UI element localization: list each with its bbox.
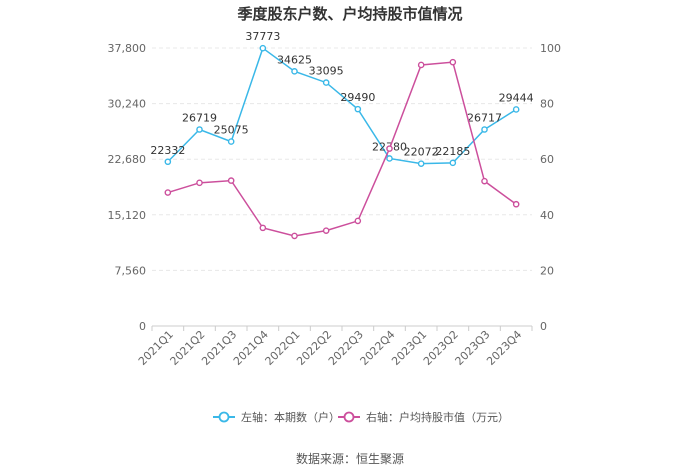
data-label: 37773 [245, 30, 280, 43]
right-tick-label: 80 [540, 98, 554, 111]
data-label: 29490 [340, 91, 375, 104]
data-point [227, 177, 235, 184]
right-tick-label: 60 [540, 153, 554, 166]
left-tick-label: 30,240 [108, 98, 147, 111]
data-point [164, 189, 172, 196]
series-line-1 [167, 46, 517, 165]
data-point [481, 177, 488, 185]
data-label: 34625 [277, 53, 312, 66]
series-line-2 [167, 61, 517, 237]
legend[interactable]: 左轴：本期数（户） 右轴：户均持股市值（万元） [213, 410, 509, 424]
data-point [322, 79, 330, 86]
right-tick-label: 100 [540, 42, 561, 55]
legend-swatch-marker[interactable] [218, 411, 230, 423]
legend-label[interactable]: 左轴：本期数（户） [241, 410, 340, 424]
left-axis: 0 7,560 15,120 22,680 30,240 37,800 [108, 42, 147, 333]
left-tick-label: 37,800 [108, 42, 147, 55]
left-tick-label: 15,120 [108, 209, 147, 222]
right-tick-label: 40 [540, 209, 554, 222]
data-point [196, 126, 203, 133]
legend-swatch-marker[interactable] [343, 411, 355, 423]
data-point [291, 68, 298, 75]
data-point [417, 61, 425, 69]
data-point [354, 105, 362, 113]
data-point [512, 200, 520, 208]
data-point [481, 126, 488, 133]
right-tick-label: 0 [540, 320, 547, 333]
source-note: 数据来源：恒生聚源 [296, 451, 404, 466]
left-tick-label: 0 [139, 320, 146, 333]
data-point [259, 224, 267, 232]
right-tick-label: 20 [540, 264, 554, 277]
x-axis: 2021Q12021Q22021Q32021Q42022Q12022Q22022… [136, 326, 533, 368]
data-label: 25075 [214, 124, 249, 137]
data-label: 33095 [309, 65, 344, 78]
data-point [417, 160, 425, 167]
data-point [196, 179, 203, 187]
data-point [164, 158, 172, 166]
left-tick-label: 22,680 [108, 153, 147, 166]
data-label: 22072 [404, 146, 439, 159]
data-label: 22185 [435, 145, 470, 158]
left-tick-label: 7,560 [115, 264, 147, 277]
data-label: 26717 [467, 112, 502, 125]
data-point [386, 145, 393, 152]
grid [152, 47, 532, 327]
data-point [449, 58, 457, 66]
data-label: 26719 [182, 111, 217, 124]
data-label: 22332 [150, 144, 185, 157]
data-point [322, 227, 330, 234]
data-point [259, 44, 267, 52]
data-point [512, 106, 520, 113]
series: 2233226719250753777334625330952949022780… [150, 30, 534, 240]
data-point [354, 217, 362, 225]
data-point [291, 232, 298, 240]
data-point [227, 138, 235, 145]
data-point [449, 159, 457, 167]
data-label: 29444 [499, 91, 534, 104]
x-tick-label: 2023Q4 [484, 328, 524, 368]
chart-title: 季度股东户数、户均持股市值情况 [237, 5, 462, 23]
data-point [386, 155, 393, 162]
legend-label[interactable]: 右轴：户均持股市值（万元） [366, 410, 509, 424]
right-axis: 0 20 40 60 80 100 [540, 42, 561, 333]
